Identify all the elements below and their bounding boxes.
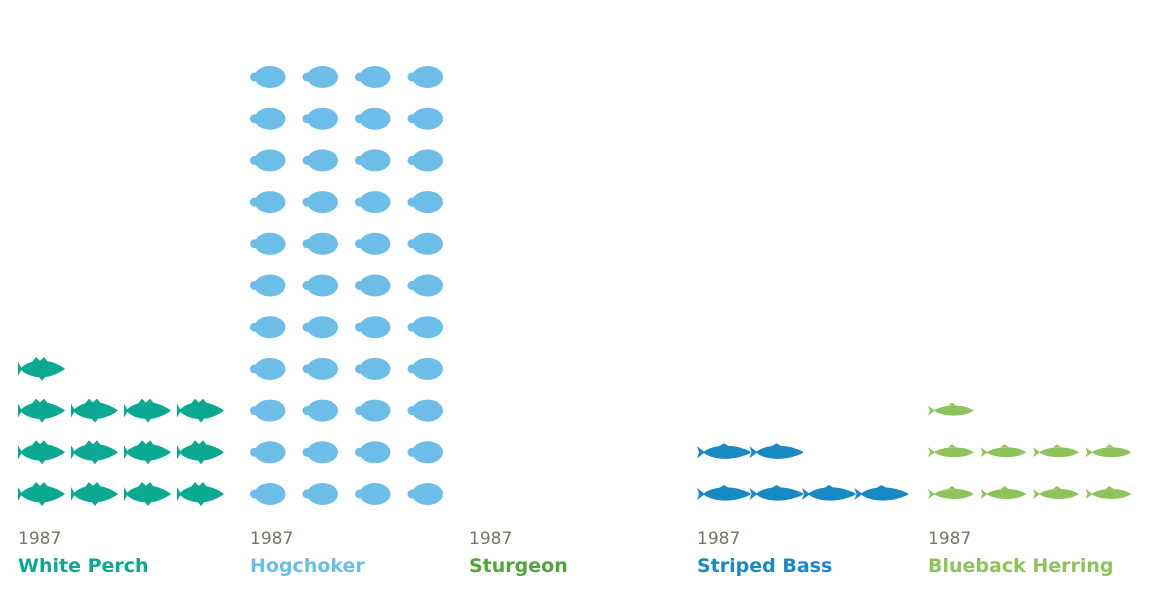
hogchoker-icon [302,483,338,505]
perch-icon [18,356,65,381]
herring-icon [1033,486,1079,499]
bass-icon [697,485,751,501]
series-striped-bass [697,443,909,501]
year-label: 1987 [250,529,293,549]
hogchoker-icon [250,107,286,130]
hogchoker-icon [355,66,391,88]
hogchoker-icon [355,399,391,422]
hogchoker-icon [355,232,391,255]
bass-icon [749,443,804,459]
hogchoker-icon [250,441,286,464]
perch-icon [177,398,224,423]
hogchoker-icon [355,149,391,172]
year-label: 1987 [18,529,61,549]
hogchoker-icon [250,232,286,255]
herring-icon [1085,486,1132,499]
species-label: Striped Bass [697,555,832,577]
perch-icon [177,482,224,506]
perch-icon [124,482,171,506]
hogchoker-icon [355,357,391,380]
perch-icon [124,398,171,423]
hogchoker-icon [302,66,338,88]
hogchoker-icon [355,107,391,130]
hogchoker-icon [302,149,338,172]
hogchoker-icon [407,316,443,339]
hogchoker-icon [250,149,286,172]
herring-icon [928,486,974,499]
hogchoker-icon [250,274,286,297]
herring-icon [980,486,1027,499]
perch-icon [18,482,65,506]
hogchoker-icon [250,191,286,214]
perch-icon [71,440,118,465]
herring-icon [928,444,974,458]
hogchoker-icon [355,316,391,339]
perch-icon [18,440,65,465]
hogchoker-icon [355,441,391,464]
hogchoker-icon [407,483,443,505]
hogchoker-icon [407,191,443,214]
series-blueback-herring [928,402,1132,499]
species-label: Blueback Herring [928,555,1114,577]
perch-icon [124,440,171,465]
hogchoker-icon [302,232,338,255]
herring-icon [928,402,974,416]
hogchoker-icon [302,107,338,130]
category-labels: 1987 White Perch 1987 Hogchoker 1987 Sturgeon… [18,529,1114,577]
perch-icon [71,482,118,506]
hogchoker-icon [250,316,286,339]
bass-icon [697,443,751,459]
bass-icon [854,485,909,501]
bass-icon [802,485,856,501]
bass-icon [749,485,804,501]
hogchoker-icon [355,274,391,297]
hogchoker-icon [302,357,338,380]
hogchoker-icon [250,66,286,88]
hogchoker-icon [407,66,443,88]
hogchoker-icon [250,483,286,505]
hogchoker-icon [407,149,443,172]
perch-icon [71,398,118,423]
herring-icon [980,444,1027,458]
year-label: 1987 [928,529,971,549]
hogchoker-icon [250,399,286,422]
species-label: Hogchoker [250,555,365,577]
hogchoker-icon [407,232,443,255]
year-label: 1987 [697,529,740,549]
year-label: 1987 [469,529,512,549]
pictograph-icons [18,66,1132,506]
species-label: White Perch [18,555,149,577]
hogchoker-icon [407,107,443,130]
hogchoker-icon [302,441,338,464]
hogchoker-icon [407,441,443,464]
series-white-perch [18,356,224,506]
hogchoker-icon [302,274,338,297]
hogchoker-icon [407,399,443,422]
hogchoker-icon [355,483,391,505]
herring-icon [1033,444,1079,458]
series-hogchoker [250,66,443,505]
hogchoker-icon [302,399,338,422]
species-label: Sturgeon [469,555,568,577]
herring-icon [1085,444,1132,458]
hogchoker-icon [355,191,391,214]
hogchoker-icon [407,274,443,297]
hogchoker-icon [250,357,286,380]
hogchoker-icon [302,191,338,214]
perch-icon [18,398,65,423]
hogchoker-icon [407,357,443,380]
hogchoker-icon [302,316,338,339]
perch-icon [177,440,224,465]
